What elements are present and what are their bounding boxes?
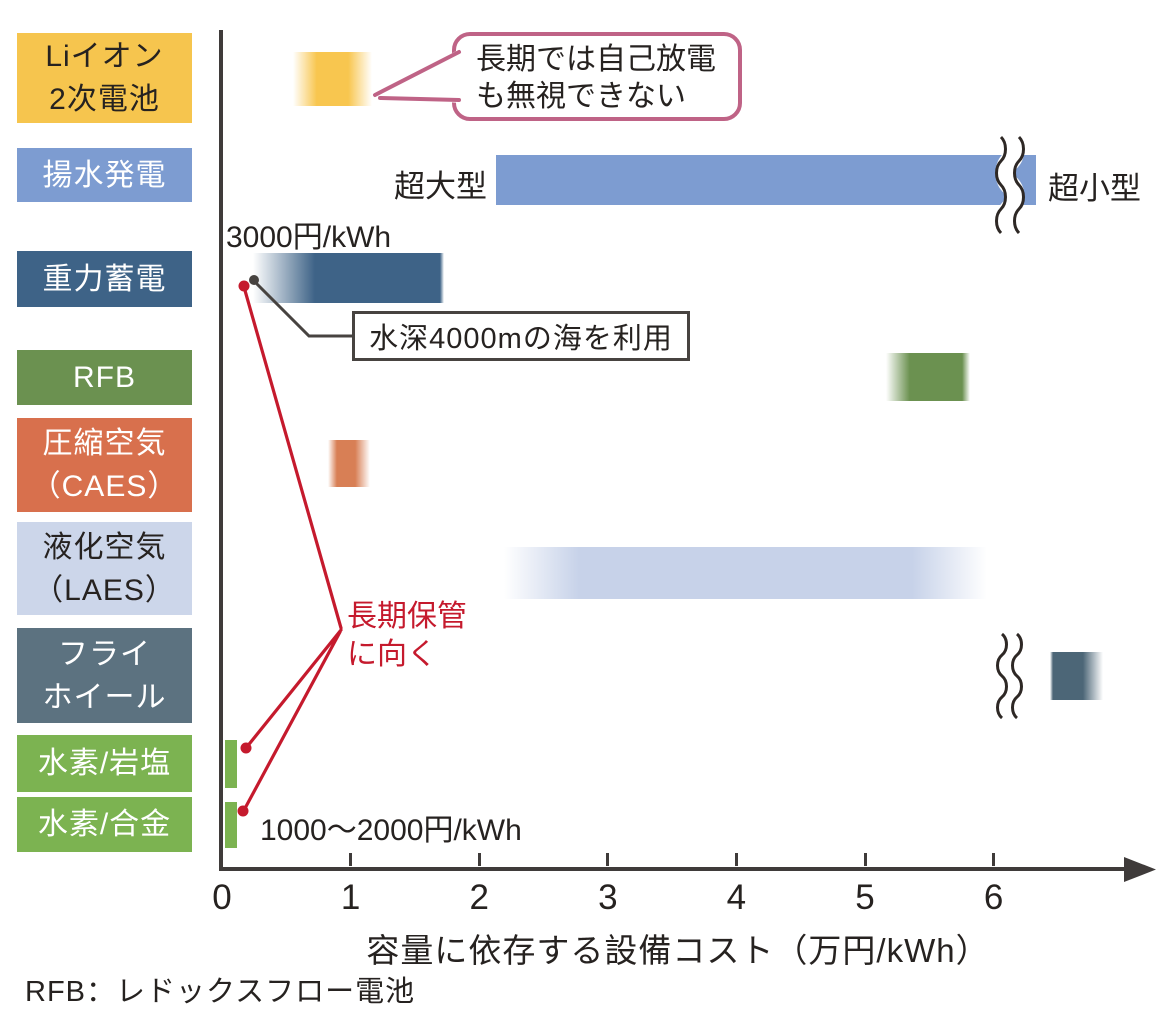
gravity-sea-depth-callout: 水深4000mの海を利用 bbox=[352, 311, 690, 361]
pumped-hydro-left-note: 超大型 bbox=[394, 169, 487, 204]
x-axis-tick-5 bbox=[863, 853, 867, 866]
category-label-line: 水素/合金 bbox=[37, 808, 172, 841]
hydrogen-cost-label: 1000〜2000円/kWh bbox=[260, 814, 522, 847]
li-ion-callout-pointer bbox=[371, 49, 460, 103]
range-bar-rfb bbox=[885, 353, 971, 401]
category-label-line: 重力蓄電 bbox=[42, 262, 167, 296]
category-label-line: 圧縮空気 bbox=[42, 427, 167, 460]
x-axis-tick-1 bbox=[349, 853, 353, 866]
flywheel-break-mark-right bbox=[1011, 632, 1023, 720]
x-axis-tick-label-5: 5 bbox=[855, 878, 875, 917]
gray-callout-text: 水深4000mの海を利用 bbox=[369, 323, 673, 355]
callout-line2: も無視できない bbox=[476, 80, 686, 113]
pumped-hydro-right-note: 超小型 bbox=[1048, 171, 1141, 206]
x-axis-title: 容量に依存する設備コスト（万円/kWh） bbox=[366, 932, 990, 969]
x-axis-tick-6 bbox=[992, 853, 996, 866]
x-axis-tick-label-6: 6 bbox=[983, 878, 1004, 917]
x-axis-tick-3 bbox=[606, 853, 610, 866]
category-label-line: （LAES） bbox=[33, 573, 176, 607]
long-term-connector-lines bbox=[241, 285, 343, 814]
x-axis-tick-label-0: 0 bbox=[212, 878, 232, 917]
category-label-line: 水素/岩塩 bbox=[37, 747, 172, 780]
y-axis-line bbox=[219, 30, 223, 871]
category-label-line: フライ bbox=[58, 637, 151, 671]
x-axis-tick-4 bbox=[734, 853, 738, 866]
footnote: RFB：レドックスフロー電池 bbox=[25, 976, 416, 1008]
long-term-line1: 長期保管 bbox=[347, 600, 467, 633]
x-axis-tick-label-3: 3 bbox=[598, 878, 618, 917]
category-label-rfb: RFB bbox=[17, 350, 192, 405]
category-label-line: （CAES） bbox=[30, 470, 179, 503]
range-bar-pumped-hydro bbox=[495, 155, 1036, 205]
category-label-gravity: 重力蓄電 bbox=[17, 251, 192, 307]
range-bar-gravity bbox=[252, 253, 445, 303]
x-axis-tick-label-2: 2 bbox=[469, 878, 489, 917]
category-label-laes: 液化空気 （LAES） bbox=[17, 522, 192, 615]
x-axis-tick-label-1: 1 bbox=[340, 878, 361, 917]
range-bar-caes bbox=[327, 440, 370, 487]
range-bar-h2-rock-salt bbox=[224, 740, 238, 788]
category-label-line: RFB bbox=[73, 361, 136, 394]
range-bar-h2-alloy bbox=[224, 802, 238, 848]
callout-line1: 長期では自己放電 bbox=[476, 43, 716, 76]
long-term-dot-gravity bbox=[238, 280, 250, 292]
range-bar-laes bbox=[503, 547, 988, 599]
x-axis-line bbox=[219, 867, 1131, 871]
category-label-flywheel: フライ ホイール bbox=[17, 628, 192, 723]
category-label-line: 揚水発電 bbox=[42, 158, 167, 192]
li-ion-callout-pointer-edges bbox=[373, 50, 461, 102]
long-term-dot-rock-salt bbox=[240, 742, 252, 754]
range-bar-li-ion bbox=[292, 52, 373, 106]
long-term-storage-note: 長期保管 に向く bbox=[347, 598, 467, 674]
li-ion-self-discharge-callout: 長期では自己放電 も無視できない bbox=[452, 32, 742, 121]
category-label-caes: 圧縮空気 （CAES） bbox=[17, 418, 192, 512]
category-label-h2-rock-salt: 水素/岩塩 bbox=[17, 735, 192, 792]
category-label-line: 2次電池 bbox=[49, 83, 160, 116]
gravity-cost-label: 3000円/kWh bbox=[226, 221, 392, 254]
category-label-li-ion: Liイオン 2次電池 bbox=[17, 33, 192, 123]
long-term-dot-alloy bbox=[237, 805, 249, 817]
x-axis-tick-2 bbox=[477, 853, 481, 866]
category-label-line: ホイール bbox=[42, 680, 167, 714]
category-label-pumped-hydro: 揚水発電 bbox=[17, 148, 192, 202]
long-term-line2: に向く bbox=[347, 638, 437, 671]
range-bar-flywheel bbox=[1050, 652, 1103, 700]
category-label-line: Liイオン bbox=[45, 40, 164, 73]
category-label-h2-alloy: 水素/合金 bbox=[17, 797, 192, 852]
category-label-line: 液化空気 bbox=[42, 530, 167, 564]
flywheel-break-mark-left bbox=[996, 632, 1008, 720]
x-axis-tick-label-4: 4 bbox=[726, 878, 747, 917]
